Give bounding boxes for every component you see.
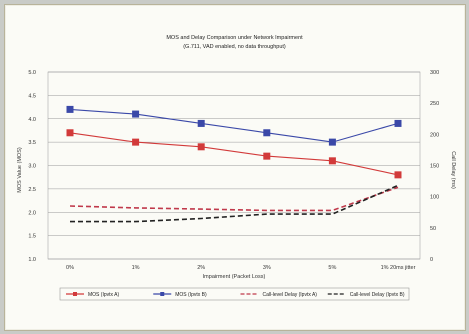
data-point [263, 152, 271, 160]
data-point [197, 143, 205, 151]
data-point [263, 129, 271, 137]
y-tick-label: 1.0 [28, 257, 36, 263]
data-point [394, 171, 402, 179]
x-tick-label: 1% [132, 265, 140, 271]
x-tick-label: 3% [263, 265, 271, 271]
data-point [66, 129, 74, 137]
y2-axis-label: Call Delay (ms) [450, 151, 456, 189]
y-tick-label: 5.0 [28, 70, 36, 76]
legend-label: Call-level Delay (Ipvtx B) [350, 292, 405, 298]
y2-tick-label: 250 [430, 101, 439, 107]
series-line [69, 132, 399, 176]
series-line [69, 186, 399, 212]
x-tick-label: 1% 20ms jitter [381, 265, 416, 271]
y-tick-label: 3.0 [28, 164, 36, 170]
data-point [66, 105, 74, 113]
series-markers [66, 105, 402, 179]
legend-marker [73, 292, 77, 296]
y-tick-label: 2.5 [28, 187, 36, 193]
x-tick-label: 0% [66, 265, 74, 271]
legend-label: MOS (Ipvtx B) [175, 292, 207, 298]
data-point [132, 138, 140, 146]
series-line [69, 108, 399, 143]
y-tick-label: 4.5 [28, 93, 36, 99]
x-axis-label: Impairment (Packet Loss) [203, 274, 266, 280]
y-tick-label: 4.0 [28, 117, 36, 123]
series-line [70, 184, 399, 223]
y-axis-ticks: 1.0 1.5 2.0 2.5 3.0 3.5 4.0 4.5 5.0 [28, 70, 36, 263]
y-tick-label: 2.0 [28, 210, 36, 216]
data-point [132, 110, 140, 118]
y2-tick-label: 200 [430, 132, 439, 138]
y2-axis-ticks: 0 50 100 150 200 250 300 [430, 70, 439, 263]
y-tick-label: 1.5 [28, 234, 36, 240]
data-point [328, 138, 336, 146]
chart-title: MOS and Delay Comparison under Network I… [166, 35, 303, 41]
chart-subtitle: (G.711, VAD enabled, no data throughput) [183, 44, 286, 50]
data-point [328, 157, 336, 165]
y-tick-label: 3.5 [28, 140, 36, 146]
legend-box [59, 287, 410, 301]
series-lines [69, 108, 399, 223]
y2-tick-label: 100 [430, 195, 439, 201]
y2-tick-label: 50 [430, 226, 436, 232]
data-point [197, 119, 205, 127]
y2-tick-label: 300 [430, 70, 439, 76]
legend-marker [160, 292, 165, 296]
legend: MOS (Ipvtx A) MOS (Ipvtx B) Call-level Del… [59, 287, 410, 301]
y-axis-label: MOS Value (MOS) [17, 147, 23, 193]
x-tick-label: 2% [197, 265, 205, 271]
y2-tick-label: 150 [430, 164, 439, 170]
grid [48, 71, 420, 260]
x-axis-ticks: 0% 1% 2% 3% 5% 1% 20ms jitter [66, 265, 416, 271]
y2-tick-label: 0 [430, 257, 433, 263]
legend-label: Call-level Delay (Ipvtx A) [263, 292, 318, 298]
legend-label: MOS (Ipvtx A) [88, 292, 119, 298]
x-tick-label: 5% [328, 265, 336, 271]
legend-items: MOS (Ipvtx A) MOS (Ipvtx B) Call-level Del… [66, 292, 405, 298]
data-point [394, 119, 402, 127]
